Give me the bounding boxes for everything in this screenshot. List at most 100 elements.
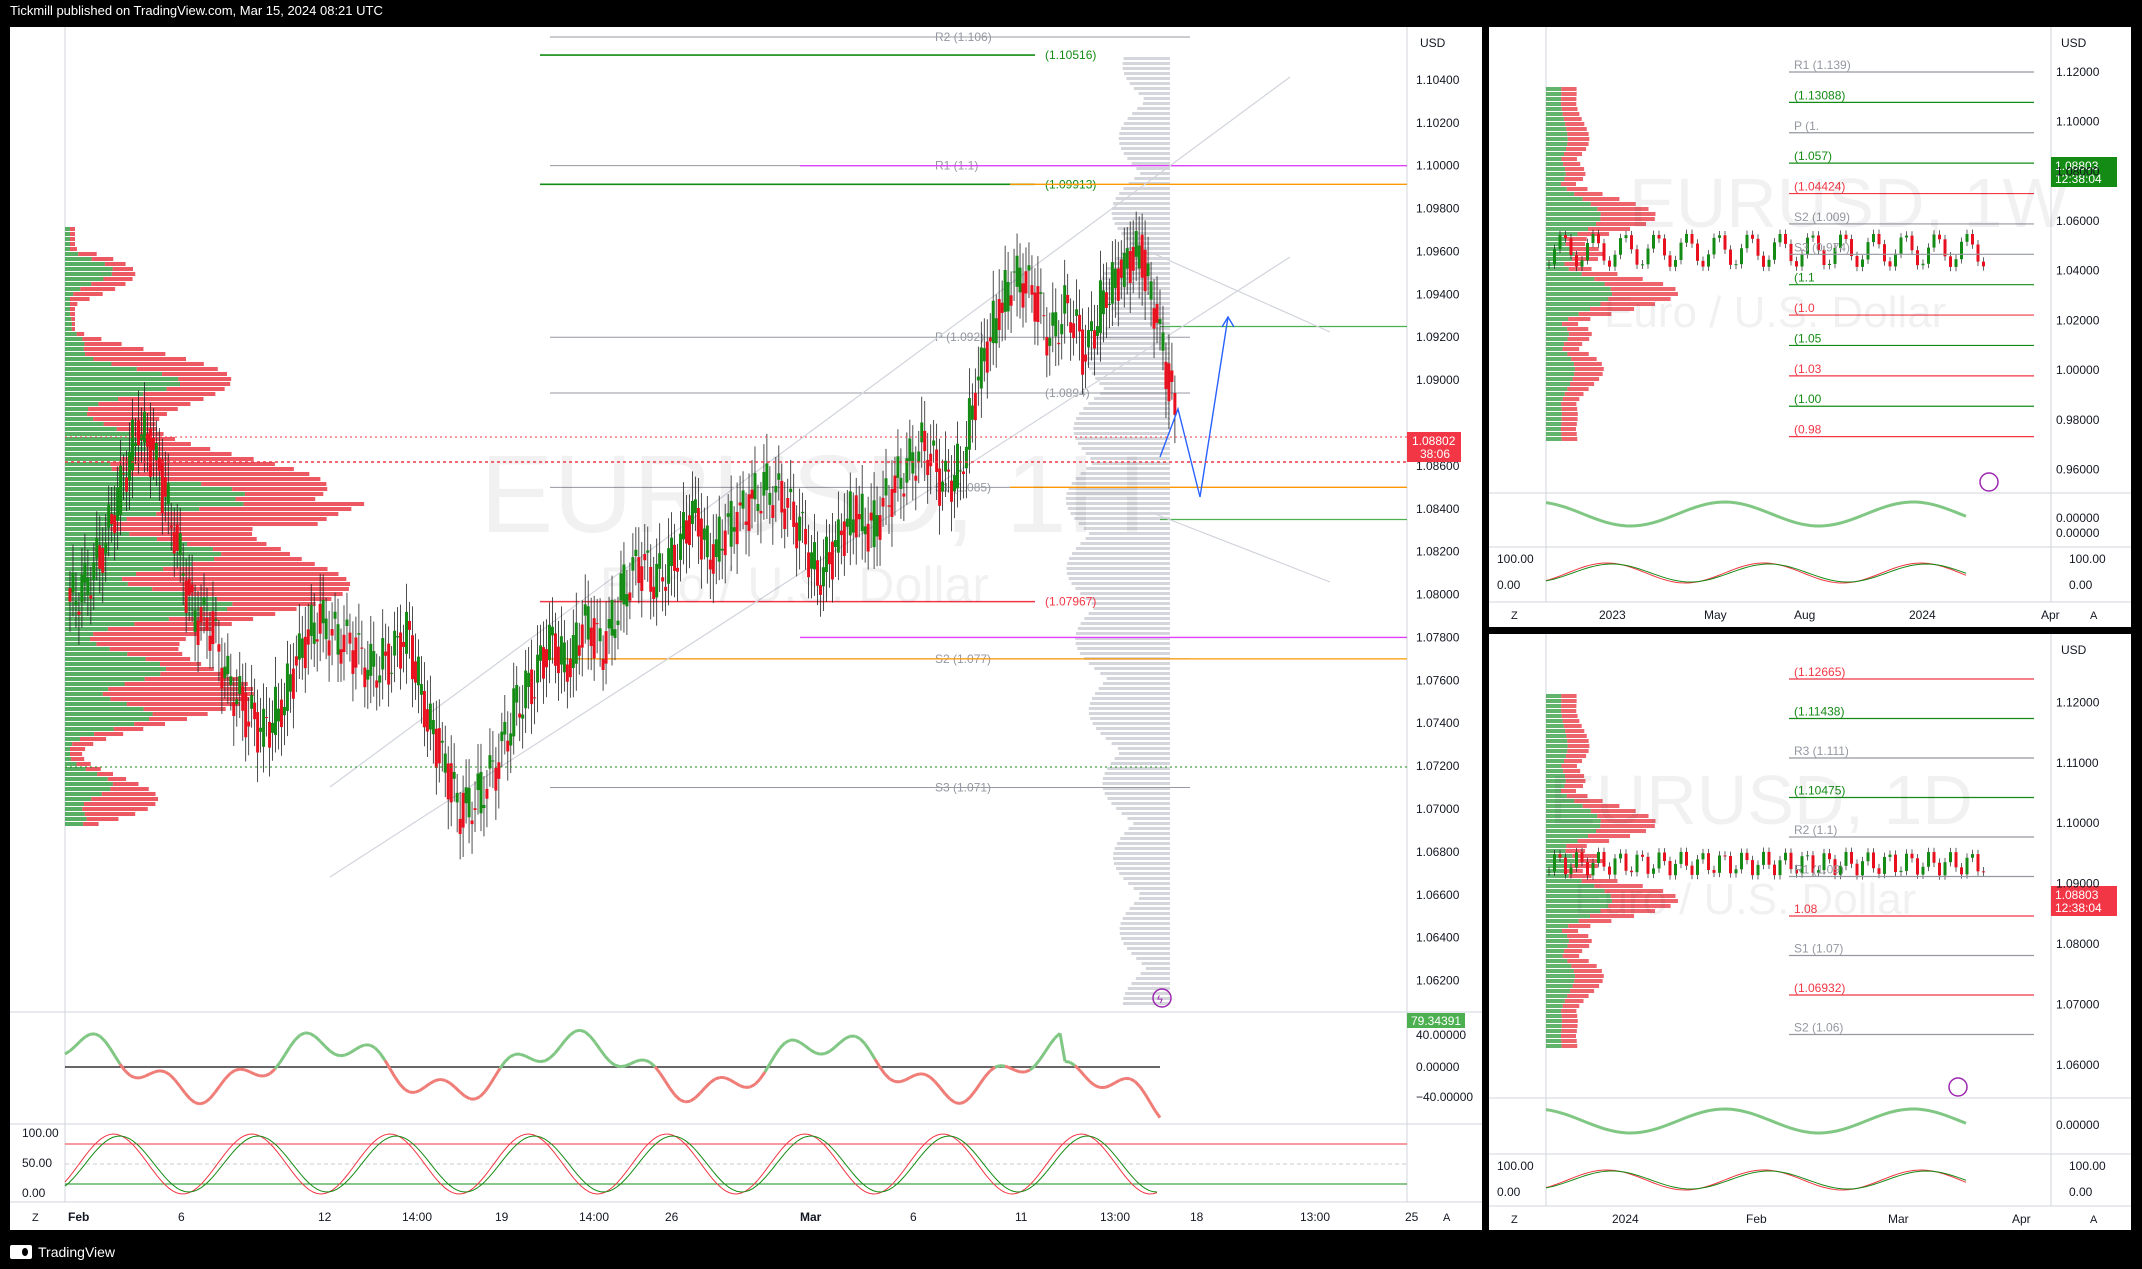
volume-bar-up: [65, 452, 136, 456]
candle-body: [1580, 852, 1584, 862]
candle-body: [765, 463, 769, 491]
candle-body: [1971, 234, 1974, 245]
osc1-segment: [868, 1050, 877, 1060]
osc1-segment: [1004, 1064, 1011, 1070]
volume-bar-up: [1546, 342, 1565, 346]
w-zoom-z[interactable]: Z: [1511, 610, 1518, 622]
w-lightning-icon[interactable]: [1979, 472, 1999, 492]
candle-body: [134, 443, 138, 447]
candle-body: [1663, 852, 1666, 862]
volume-bar-up: [65, 417, 94, 421]
volume-profile-bar: [1120, 922, 1170, 925]
osc1-segment: [498, 1060, 507, 1070]
volume-bar-up: [65, 242, 70, 246]
volume-bar-up: [65, 307, 70, 311]
candle-body: [1861, 259, 1864, 267]
daily-body: (1.12665)(1.11438)R3 (1.111)(1.10475)R2 …: [1545, 665, 2034, 1191]
tradingview-logo[interactable]: TradingView: [10, 1244, 115, 1260]
volume-bar-up: [65, 427, 117, 431]
volume-bar-down: [212, 547, 281, 551]
candle-body: [708, 559, 712, 570]
volume-bar-up: [1546, 332, 1569, 336]
d-auto[interactable]: A: [2090, 1214, 2098, 1226]
volume-profile-bar: [1128, 182, 1170, 185]
d-lightning-icon[interactable]: [1948, 1077, 1968, 1097]
candle-body: [818, 585, 822, 595]
candle-body: [1164, 361, 1168, 389]
volume-bar-down: [201, 482, 327, 486]
osc1-segment: [178, 1085, 187, 1094]
volume-profile-bar: [1075, 477, 1170, 480]
volume-profile-bar: [1117, 747, 1170, 750]
candle-body: [1113, 268, 1117, 289]
volume-bar-down: [1600, 909, 1656, 913]
candle-body: [1817, 235, 1820, 250]
osc1-segment: [994, 1064, 1001, 1069]
candle-body: [1619, 853, 1622, 859]
volume-bar-down: [135, 452, 232, 456]
volume-bar-up: [65, 277, 104, 281]
volume-bar-down: [1561, 422, 1577, 426]
volume-bar-down: [165, 667, 214, 671]
w-price-badge-time: 12:38:04: [2055, 172, 2102, 186]
volume-bar-down: [1565, 122, 1585, 126]
price-axis[interactable]: USD 1.104001.102001.100001.098001.096001…: [1416, 36, 1460, 988]
osc1-segment: [1104, 1084, 1111, 1089]
price-tick-label: 1.10400: [1416, 73, 1460, 87]
daily-chart-svg[interactable]: (1.12665)(1.11438)R3 (1.111)(1.10475)R2 …: [1489, 634, 2131, 1230]
osc1-segment: [414, 1088, 421, 1094]
volume-bar-up: [1546, 1004, 1563, 1008]
weekly-chart-panel[interactable]: R1 (1.139) (1.13088) P (1. (1.057) (1.04424)…: [1489, 27, 2131, 627]
time-tick-label: 2024: [1909, 608, 1936, 622]
volume-bar-up: [65, 472, 131, 476]
candle-body: [473, 808, 477, 811]
main-chart-svg[interactable]: R2 (1.106)(1.10516)R1 (1.1)(1.09913)P (1…: [10, 27, 1482, 1230]
d-zoom-z[interactable]: Z: [1511, 1214, 1518, 1226]
osc1-segment: [693, 1092, 702, 1100]
volume-bar-down: [1563, 117, 1582, 121]
candle-body: [681, 512, 685, 540]
candle-body: [196, 620, 200, 645]
volume-bar-up: [1546, 849, 1566, 853]
candle-body: [131, 419, 135, 471]
price-tick-label: 1.09800: [1416, 202, 1460, 216]
candle-body: [923, 430, 927, 452]
candle-body: [431, 719, 435, 735]
auto-scale-button[interactable]: A: [1443, 1212, 1451, 1224]
candle-body: [872, 500, 876, 548]
main-chart-panel[interactable]: R2 (1.106) (1.10516) R1 (1.1) (1.09913) P (1…: [10, 27, 1482, 1230]
time-axis[interactable]: Feb 6 12 14:00 19 14:00 26 Mar 6 11 13:00 18 13:00 25: [68, 1210, 1419, 1224]
weekly-chart-svg[interactable]: R1 (1.139)(1.13088)P (1.(1.057)(1.04424)…: [1489, 27, 2131, 627]
daily-chart-panel[interactable]: (1.12665) (1.11438) R3 (1.111) (1.10475) R2 …: [1489, 634, 2131, 1230]
osc1-segment: [709, 1077, 716, 1084]
volume-bar-up: [1546, 864, 1572, 868]
volume-bar-up: [1546, 879, 1582, 883]
volume-bar-up: [1546, 1009, 1562, 1013]
volume-profile-bar: [1123, 57, 1170, 60]
zoom-z-button[interactable]: Z: [32, 1212, 39, 1224]
time-tick-label: Mar: [800, 1210, 822, 1224]
time-tick-label: 26: [665, 1210, 679, 1224]
candle-body: [77, 611, 81, 615]
osc1-segment: [548, 1052, 557, 1060]
time-tick-label: 6: [178, 1210, 185, 1224]
candle-body: [154, 443, 158, 460]
w-auto[interactable]: A: [2090, 610, 2098, 622]
volume-bar-up: [65, 702, 127, 706]
d-price-badge-time: 12:38:04: [2055, 901, 2102, 915]
candle-body: [1943, 862, 1947, 876]
volume-bar-down: [1562, 112, 1580, 116]
candle-body: [756, 503, 760, 512]
lightning-icon[interactable]: [1152, 988, 1172, 1008]
volume-bar-up: [65, 572, 137, 576]
candle-body: [452, 771, 456, 779]
volume-bar-down: [1574, 192, 1603, 196]
osc1-segment: [103, 1040, 112, 1049]
candle-body: [1723, 855, 1727, 857]
volume-bar-down: [1565, 849, 1586, 853]
volume-bar-down: [73, 292, 103, 296]
candle-body: [1619, 238, 1622, 255]
volume-bar-up: [1546, 814, 1598, 818]
candle-body: [1668, 861, 1672, 876]
candle-body: [1048, 337, 1052, 346]
